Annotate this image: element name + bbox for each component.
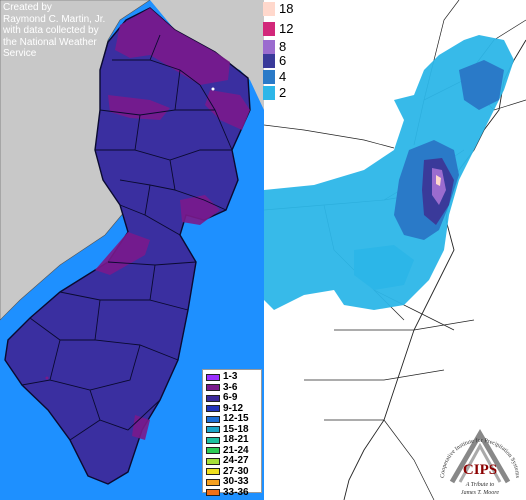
snowfall-legend-inches: 1-3 3-6 6-9 9-12 12-15 15-18 18-21 21-24 24-27 27…: [202, 369, 262, 497]
legend-swatch: [206, 447, 220, 454]
credit-line-5: Service: [3, 48, 37, 59]
cips-arch: [449, 429, 511, 484]
snow-peak-area: [436, 175, 441, 186]
cips-tribute-name: James T. Moore: [461, 490, 499, 496]
legend-label: 27-30: [223, 465, 249, 477]
legend-swatch: [206, 373, 220, 381]
regional-legend-swatch: [263, 39, 275, 54]
legend-label: 21-24: [223, 444, 249, 456]
snow-band-west: [95, 232, 150, 275]
legend-row: 24-27: [206, 456, 261, 466]
ne-map-svg: [263, 0, 526, 500]
regional-legend-row: 18: [263, 1, 293, 16]
cips-logo-svg: Cooperative Institute for Precipitation …: [440, 429, 520, 496]
credit-line-3: with data collected by: [3, 25, 99, 36]
legend-row: 27-30: [206, 465, 261, 477]
legend-label: 24-27: [223, 455, 249, 466]
location-dot: [211, 87, 215, 91]
regional-snowfall-legend: 18 12 8 6 4 2: [263, 0, 299, 116]
regional-legend-swatch: [263, 69, 275, 84]
legend-swatch: [206, 426, 220, 433]
legend-swatch: [206, 478, 220, 486]
regional-legend-swatch: [263, 1, 275, 16]
regional-legend-label: 18: [279, 1, 294, 16]
legend-swatch: [206, 415, 220, 423]
regional-legend-label: 8: [279, 39, 287, 54]
legend-row: 33-36: [206, 486, 261, 498]
coastline: [343, 39, 526, 500]
legend-swatch: [206, 468, 220, 475]
snow-heavy-area: [432, 168, 446, 205]
regional-legend-swatch: [263, 21, 275, 36]
regional-legend-label: 12: [279, 21, 294, 36]
nj-snowfall-map: Created by Raymond C. Martin, Jr. with d…: [0, 0, 264, 500]
neighbor-land-ny: [150, 0, 264, 110]
nj-map-svg: [0, 0, 264, 485]
snow-band-ne: [205, 90, 250, 130]
credit-line-4: the National Weather: [3, 36, 97, 48]
cips-logo: Cooperative Institute for Precipitation …: [430, 400, 526, 500]
snow-band-se: [132, 415, 150, 440]
legend-swatch: [206, 394, 220, 402]
credit-line-2: Raymond C. Martin, Jr.: [3, 13, 106, 25]
regional-legend-label: 2: [279, 85, 287, 100]
legend-row: 3-6: [206, 381, 261, 393]
county-lines: [21, 34, 233, 441]
snow-light-south: [354, 245, 414, 290]
legend-row: 12-15: [206, 414, 261, 424]
legend-swatch: [206, 384, 220, 391]
legend-swatch: [206, 457, 220, 465]
legend-label: 6-9: [223, 392, 238, 403]
credit-text: Created by Raymond C. Martin, Jr. with d…: [3, 2, 105, 60]
snow-band-north: [115, 8, 230, 85]
legend-swatch: [206, 436, 220, 444]
snow-band-mid: [108, 95, 170, 120]
legend-swatch: [206, 405, 220, 412]
legend-label: 3-6: [223, 381, 238, 393]
legend-label: 33-36: [223, 486, 249, 498]
legend-row: 9-12: [206, 402, 261, 414]
regional-legend-label: 4: [279, 69, 287, 84]
legend-label: 18-21: [223, 434, 249, 445]
legend-label: 9-12: [223, 402, 244, 414]
credit-line-1: Created by: [3, 2, 52, 13]
legend-label: 15-18: [223, 423, 249, 435]
northeast-snowfall-map: [263, 0, 526, 500]
legend-row: 6-9: [206, 393, 261, 403]
regional-legend-row: 4: [263, 69, 286, 84]
location-dot-2: [45, 376, 49, 380]
regional-legend-row: 12: [263, 21, 293, 36]
regional-legend-swatch: [263, 53, 275, 68]
snow-mid-area-ne: [459, 60, 504, 110]
cips-acronym: CIPS: [463, 462, 497, 478]
legend-label: 30-33: [223, 476, 249, 487]
cips-tribute: A Tribute to: [465, 482, 495, 488]
legend-swatch: [206, 489, 220, 496]
legend-row: 30-33: [206, 477, 261, 487]
legend-row: 18-21: [206, 435, 261, 445]
legend-row: 21-24: [206, 444, 261, 456]
regional-legend-row: 6: [263, 53, 286, 68]
regional-legend-row: 2: [263, 85, 286, 100]
regional-legend-row: 8: [263, 39, 286, 54]
legend-row: 15-18: [206, 423, 261, 435]
snow-light-area: [264, 35, 514, 310]
legend-row: 1-3: [206, 372, 261, 382]
regional-legend-label: 6: [279, 53, 287, 68]
regional-legend-swatch: [263, 85, 275, 100]
legend-label: 1-3: [223, 371, 238, 382]
legend-label: 12-15: [223, 413, 249, 424]
